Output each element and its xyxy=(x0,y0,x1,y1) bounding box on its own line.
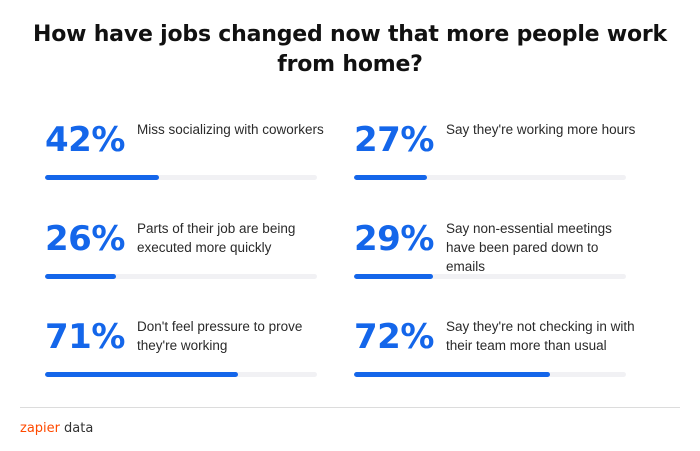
footer-divider xyxy=(20,407,680,408)
progress-fill xyxy=(45,175,160,180)
stat-description: Say non-essential meetings have been par… xyxy=(446,221,612,274)
progress-track xyxy=(354,274,626,279)
stat-card: 42% Miss socializing with coworkers xyxy=(45,120,325,190)
stat-percent: 42% xyxy=(45,120,125,160)
brand-logo: zapier data xyxy=(20,420,93,438)
progress-fill xyxy=(354,372,550,377)
stat-card: 71% Don't feel pressure to prove they're… xyxy=(45,317,325,387)
progress-fill xyxy=(45,372,239,377)
stat-percent: 27% xyxy=(354,120,434,160)
progress-track xyxy=(45,274,317,279)
progress-fill xyxy=(45,274,116,279)
stat-description: Say they're not checking in with their t… xyxy=(446,319,635,353)
stat-description: Parts of their job are being executed mo… xyxy=(137,221,296,255)
progress-track xyxy=(354,175,626,180)
stat-description: Don't feel pressure to prove they're wor… xyxy=(137,319,303,353)
stat-description: Say they're working more hours xyxy=(446,122,636,137)
progress-fill xyxy=(354,175,428,180)
chart-title: How have jobs changed now that more peop… xyxy=(33,22,667,77)
progress-track xyxy=(45,175,317,180)
brand-name: zapier xyxy=(20,421,60,436)
stat-percent: 26% xyxy=(45,219,125,259)
stat-card: 27% Say they're working more hours xyxy=(354,120,636,190)
progress-track xyxy=(45,372,317,377)
stat-description: Miss socializing with coworkers xyxy=(137,122,324,137)
stat-card: 29% Say non-essential meetings have been… xyxy=(354,219,634,289)
progress-fill xyxy=(354,274,433,279)
progress-track xyxy=(354,372,626,377)
stat-percent: 29% xyxy=(354,219,434,259)
stat-percent: 71% xyxy=(45,317,125,357)
brand-suffix: data xyxy=(64,421,94,436)
stat-card: 72% Say they're not checking in with the… xyxy=(354,317,635,387)
stat-percent: 72% xyxy=(354,317,434,357)
stat-card: 26% Parts of their job are being execute… xyxy=(45,219,325,289)
